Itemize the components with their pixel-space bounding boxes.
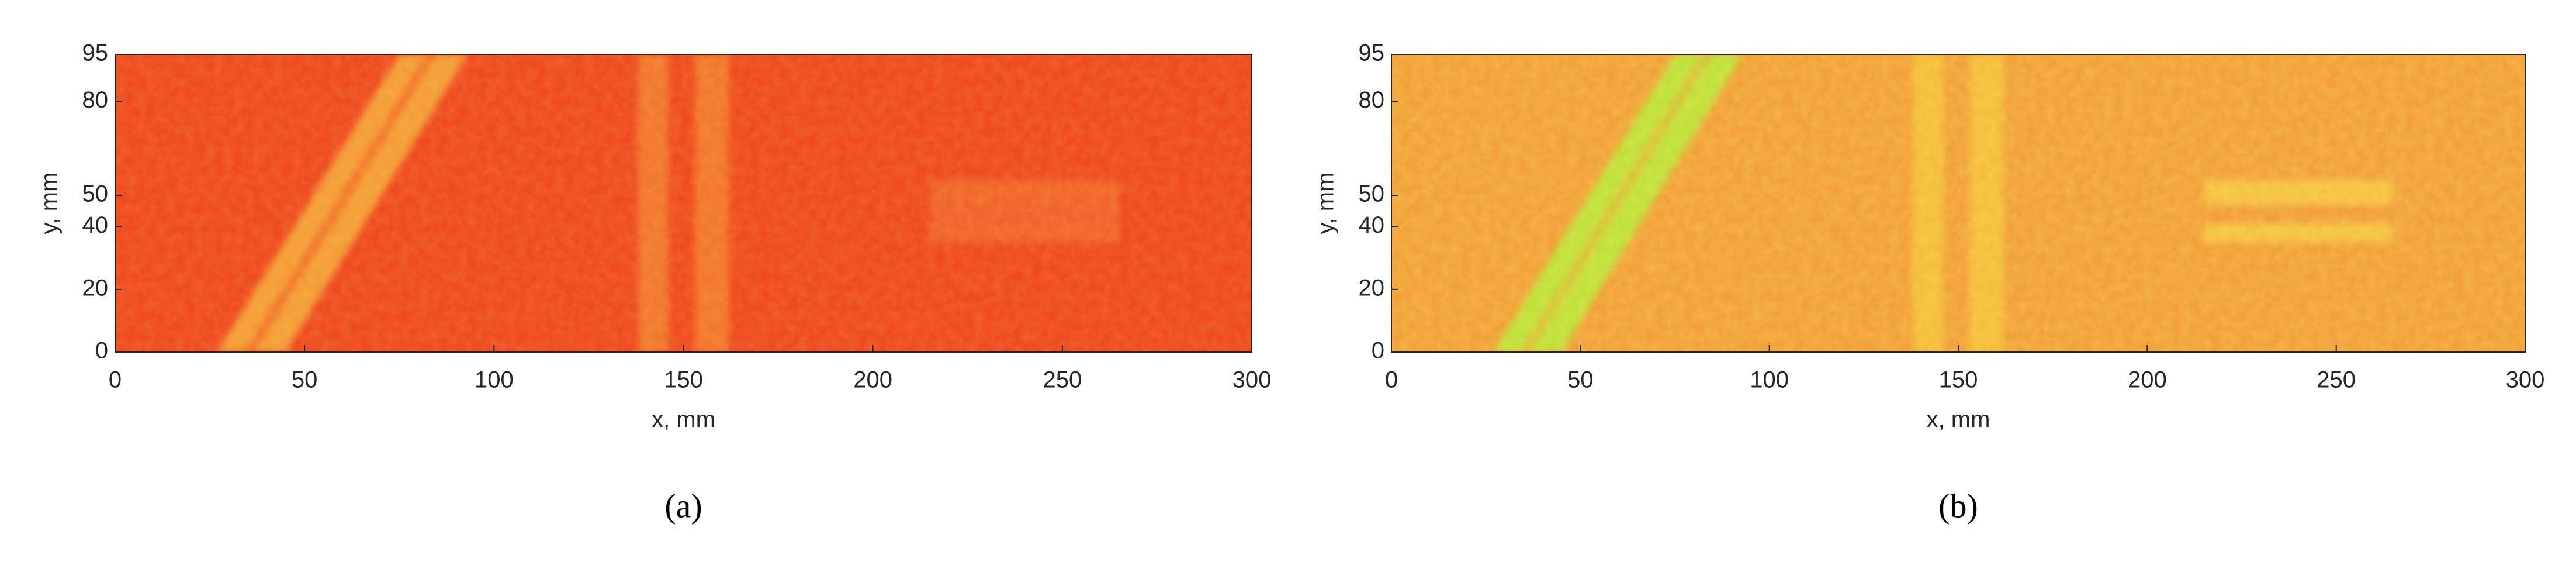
heatmap-panel: 0 50 100 150 200 250 300 0 20 40 50 80 95 x, mm y, mm (… bbox=[37, 40, 1272, 525]
x-axis-label: x, mm bbox=[1927, 407, 1990, 433]
x-tick-label: 50 bbox=[1567, 367, 1594, 393]
x-axis-label: x, mm bbox=[652, 407, 715, 433]
x-tick-label: 200 bbox=[853, 367, 892, 393]
y-tick-label: 95 bbox=[1359, 40, 1385, 66]
y-axis-label: y, mm bbox=[37, 173, 63, 235]
texture bbox=[115, 54, 1252, 352]
x-tick-label: 0 bbox=[1385, 367, 1398, 393]
x-tick-label: 50 bbox=[292, 367, 318, 393]
x-tick-label: 250 bbox=[2317, 367, 2356, 393]
x-tick-label: 200 bbox=[2128, 367, 2167, 393]
heatmap-panel: 0 50 100 150 200 250 300 0 20 40 50 80 95 x, mm y, mm (… bbox=[1313, 40, 2545, 525]
y-tick-label: 80 bbox=[82, 87, 109, 113]
heatmap-image bbox=[115, 54, 1252, 352]
panel-label: (a) bbox=[664, 487, 702, 525]
x-tick-label: 100 bbox=[1750, 367, 1789, 393]
y-tick-label: 20 bbox=[82, 275, 109, 301]
y-tick-label: 0 bbox=[95, 338, 108, 364]
panel-label: (b) bbox=[1938, 487, 1978, 525]
heatmap-image bbox=[1391, 54, 2525, 352]
y-tick-label: 20 bbox=[1359, 275, 1385, 301]
x-tick-label: 0 bbox=[109, 367, 122, 393]
y-tick-label: 95 bbox=[82, 40, 109, 66]
x-tick-label: 150 bbox=[1939, 367, 1978, 393]
y-tick-label: 40 bbox=[82, 212, 109, 238]
x-tick-label: 300 bbox=[1232, 367, 1272, 393]
x-tick-label: 300 bbox=[2506, 367, 2545, 393]
x-tick-label: 100 bbox=[475, 367, 514, 393]
y-tick-label: 50 bbox=[1359, 181, 1385, 207]
y-tick-label: 80 bbox=[1359, 87, 1385, 113]
x-tick-label: 150 bbox=[664, 367, 703, 393]
y-axis-label: y, mm bbox=[1313, 173, 1339, 235]
x-tick-label: 250 bbox=[1043, 367, 1082, 393]
y-tick-label: 50 bbox=[82, 181, 109, 207]
y-tick-label: 40 bbox=[1359, 212, 1385, 238]
texture bbox=[1391, 54, 2525, 352]
y-tick-label: 0 bbox=[1372, 338, 1384, 364]
